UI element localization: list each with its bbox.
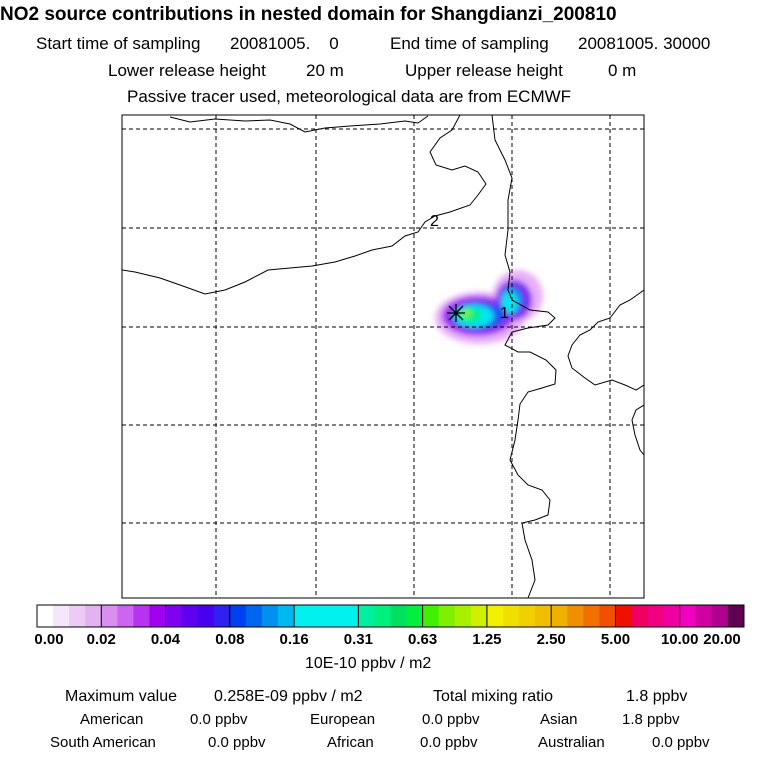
colorbar-swatch	[374, 605, 391, 627]
region-name-asian: Asian	[540, 711, 578, 728]
lower-release-value: 20 m	[306, 61, 344, 80]
colorbar-tick-label: 0.02	[86, 631, 116, 648]
max-value-label: Maximum value	[65, 688, 178, 705]
upper-release-label: Upper release height	[405, 61, 563, 80]
colorbar-swatch	[551, 605, 568, 627]
colorbar-tick-label: 0.16	[279, 631, 309, 648]
region-name-european: European	[310, 711, 376, 728]
colorbar-swatch	[695, 605, 713, 627]
colorbar-tick-label: 0.08	[215, 631, 245, 648]
colorbar-swatch	[535, 605, 552, 627]
colorbar-swatch	[310, 605, 327, 627]
map-frame	[121, 114, 645, 599]
start-time-label: Start time of sampling	[36, 34, 201, 53]
map-boundaries	[122, 115, 644, 598]
upper-release-value: 0 m	[608, 61, 637, 80]
end-time-label: End time of sampling	[390, 34, 549, 53]
colorbar-tick-label: 2.50	[536, 631, 566, 648]
colorbar-tick-label: 0.63	[408, 631, 438, 648]
colorbar-tick-label: 0.04	[150, 631, 181, 648]
colorbar-swatch	[647, 605, 665, 627]
concentration-plume	[435, 270, 543, 344]
region-name-south-american: South American	[50, 734, 156, 751]
start-time-value: 20081005. 0	[230, 34, 339, 53]
plot-title: NO2 source contributions in nested domai…	[0, 4, 617, 25]
colorbar-tick-label: 0.31	[343, 631, 373, 648]
region-name-american: American	[80, 711, 144, 728]
colorbar-swatch	[502, 605, 520, 627]
colorbar-swatch	[358, 605, 375, 627]
colorbar-swatch	[711, 605, 729, 627]
lower-release-label: Lower release height	[108, 61, 266, 80]
colorbar-swatch	[438, 605, 456, 627]
colorbar-swatch	[261, 605, 279, 627]
colorbar-swatch	[165, 605, 183, 627]
colorbar-swatch	[53, 605, 70, 627]
colorbar-swatch	[117, 605, 134, 627]
colorbar-swatch	[663, 605, 681, 627]
colorbar-tick-label: 1.25	[472, 631, 502, 648]
colorbar-swatch	[406, 605, 424, 627]
colorbar-swatch	[181, 605, 199, 627]
colorbar-swatch	[197, 605, 215, 627]
region-name-australian: Australian	[538, 734, 605, 751]
colorbar-swatch	[326, 605, 343, 627]
colorbar-swatch	[278, 605, 295, 627]
colorbar-swatch	[470, 605, 488, 627]
colorbar-unit: 10E-10 ppbv / m2	[305, 655, 432, 672]
colorbar-swatch	[519, 605, 536, 627]
colorbar-swatch	[37, 605, 54, 627]
tracer-note: Passive tracer used, meteorological data…	[127, 87, 572, 106]
region-value-african: 0.0 ppbv	[420, 734, 478, 751]
colorbar-swatch	[615, 605, 633, 627]
colorbar-tick-label: 0.00	[34, 631, 64, 648]
end-time-value: 20081005. 30000	[578, 34, 711, 53]
region-value-american: 0.0 ppbv	[190, 711, 248, 728]
colorbar-swatch	[454, 605, 472, 627]
colorbar-swatch	[101, 605, 118, 627]
colorbar-swatch	[486, 605, 504, 627]
max-value: 0.258E-09 ppbv / m2	[214, 688, 363, 705]
contour-label-1: 1	[500, 305, 509, 322]
colorbar-swatch	[229, 605, 247, 627]
colorbar-swatch	[133, 605, 150, 627]
contour-label-2: 2	[430, 213, 439, 230]
colorbar-swatch	[149, 605, 167, 627]
total-mixing-value: 1.8 ppbv	[626, 688, 688, 705]
total-mixing-label: Total mixing ratio	[433, 688, 554, 705]
colorbar-swatch	[213, 605, 231, 627]
colorbar-swatch	[390, 605, 408, 627]
colorbar-tick-label: 20.00	[703, 631, 741, 648]
colorbar-swatch	[69, 605, 86, 627]
colorbar-swatch	[631, 605, 649, 627]
receptor-marker-icon	[447, 304, 465, 322]
colorbar-swatch	[422, 605, 440, 627]
region-value-south-american: 0.0 ppbv	[208, 734, 266, 751]
region-value-asian: 1.8 ppbv	[622, 711, 680, 728]
colorbar-swatch	[679, 605, 697, 627]
colorbar-swatch	[727, 605, 745, 627]
colorbar-tick-label: 10.00	[660, 631, 699, 648]
colorbar-swatch	[567, 605, 584, 627]
region-name-african: African	[327, 734, 374, 751]
colorbar-tick-label: 5.00	[600, 631, 631, 648]
colorbar-swatch	[583, 605, 600, 627]
colorbar-swatch	[342, 605, 359, 627]
graticule	[122, 115, 644, 598]
region-value-european: 0.0 ppbv	[422, 711, 480, 728]
colorbar-swatch	[599, 605, 616, 627]
colorbar-swatch	[85, 605, 102, 627]
colorbar-swatch	[294, 605, 311, 627]
region-value-australian: 0.0 ppbv	[652, 734, 710, 751]
colorbar-swatch	[245, 605, 263, 627]
